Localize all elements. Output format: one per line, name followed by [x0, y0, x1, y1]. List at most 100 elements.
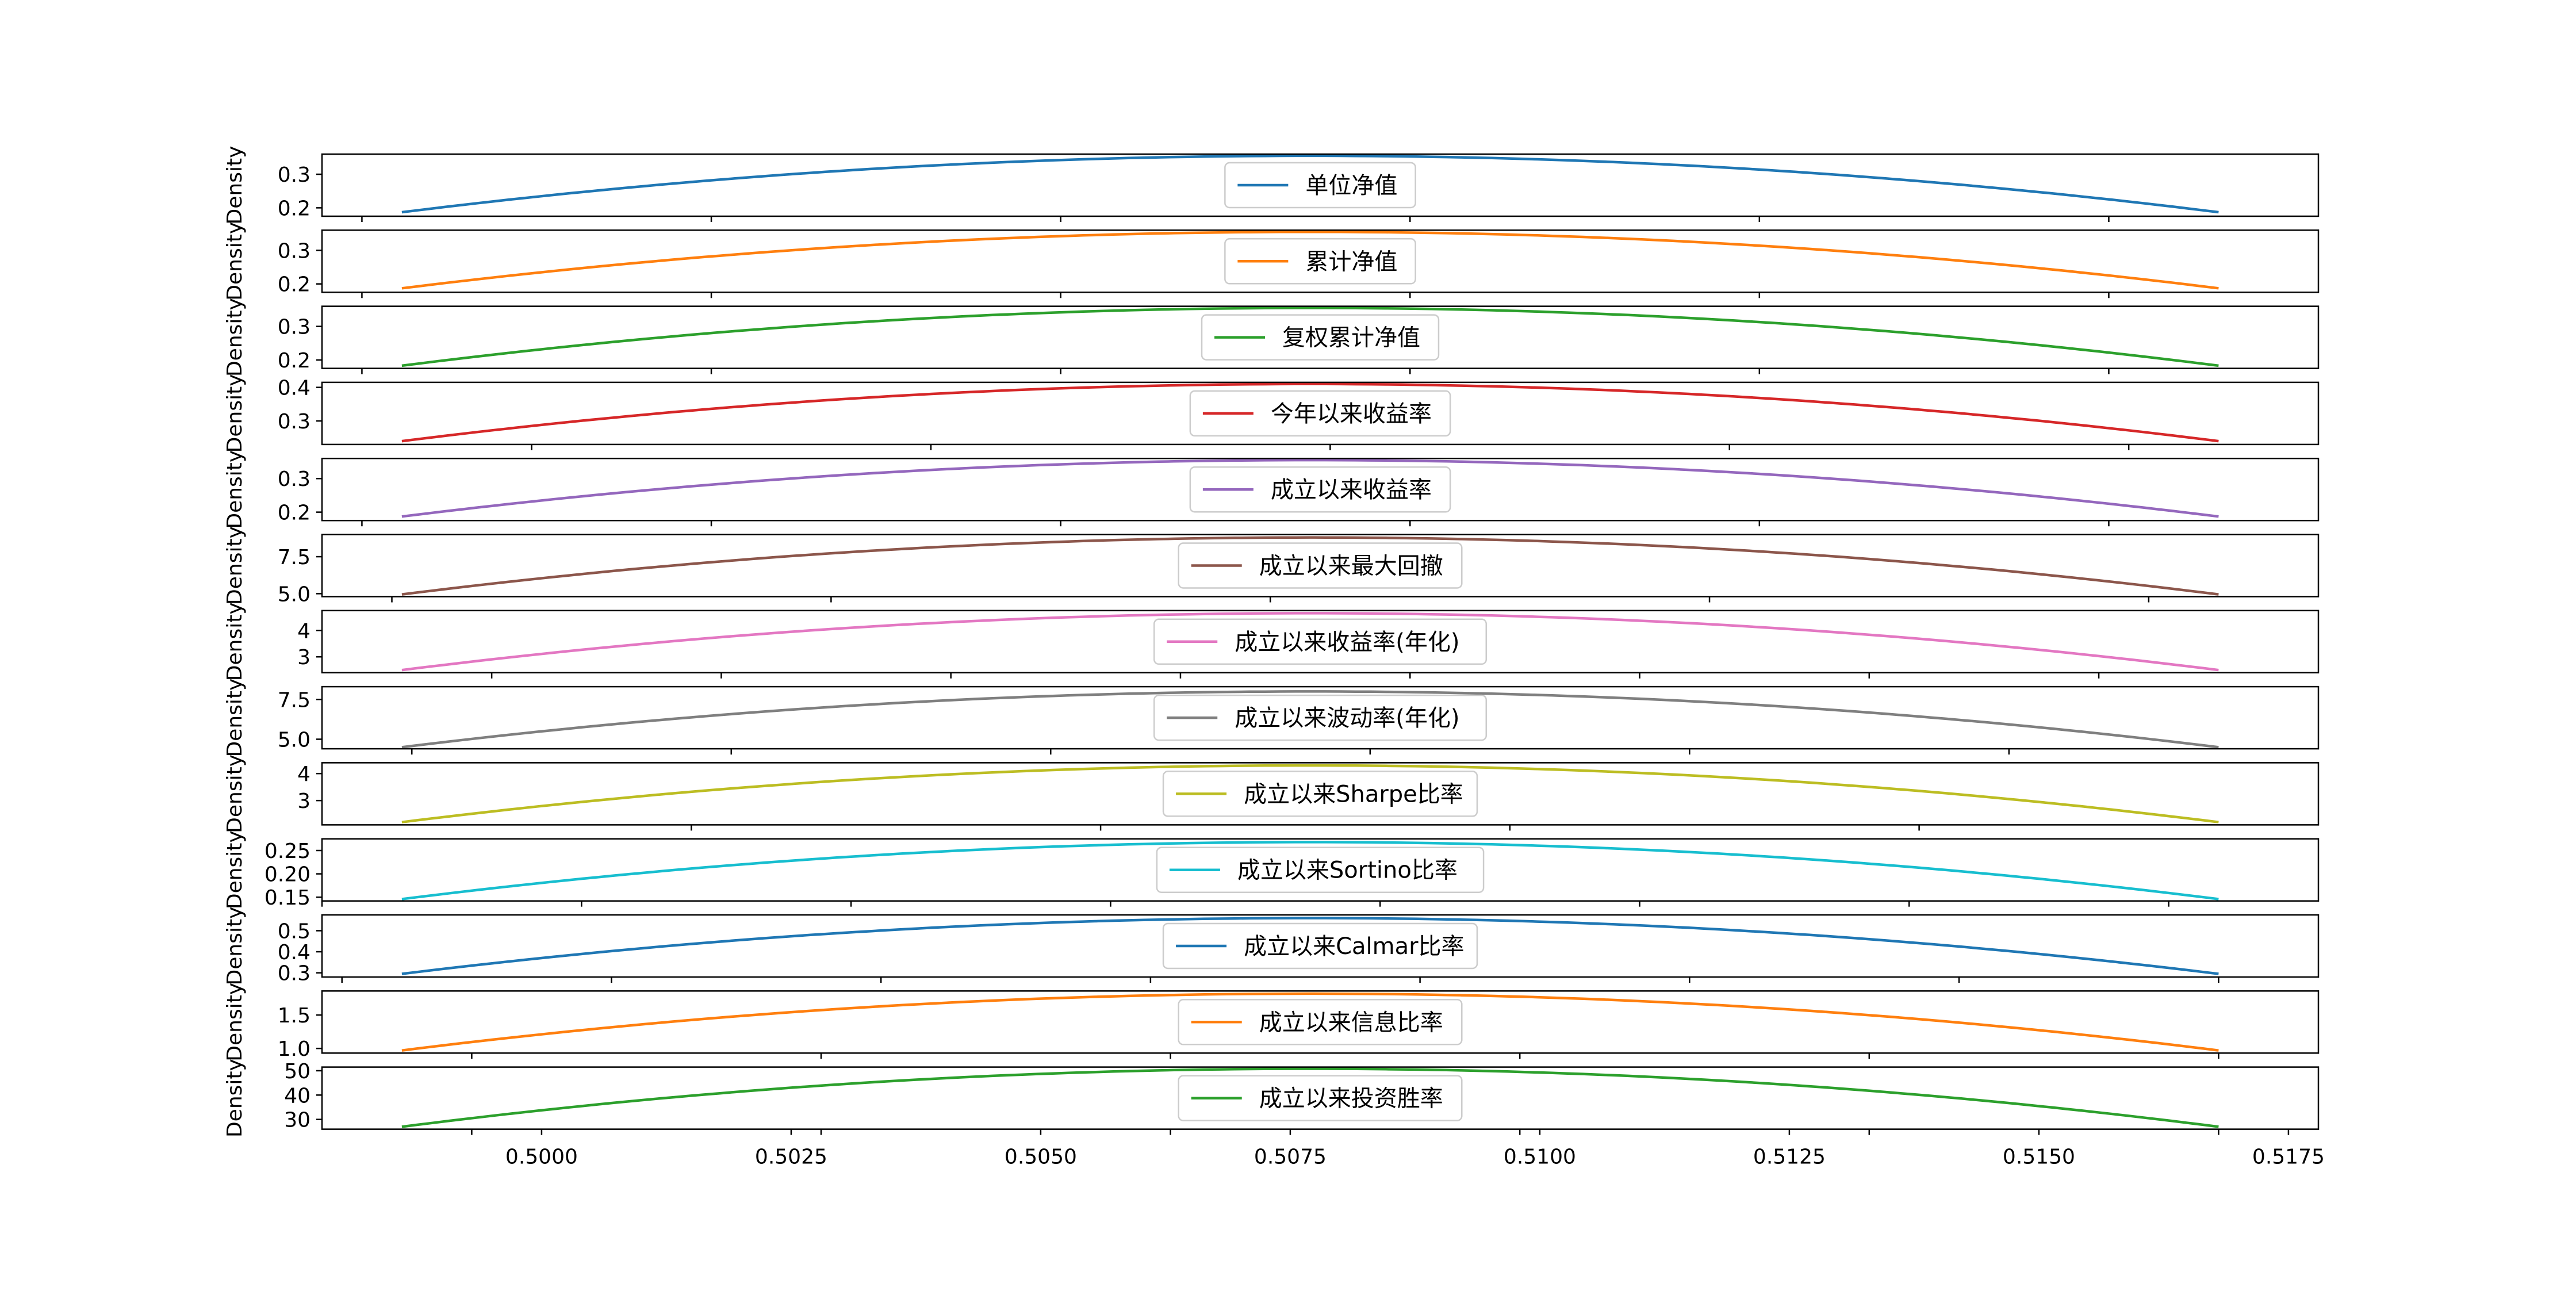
density-line-0 — [401, 154, 2219, 214]
legend-label-1: 累计净值 — [1305, 248, 1397, 275]
legend-label-11: 成立以来信息比率 — [1259, 1009, 1443, 1036]
x-tick-label-1: 0.5025 — [755, 1146, 827, 1169]
y-axis-label-5: Density — [223, 526, 247, 605]
axes-frame-10 — [321, 914, 2320, 978]
subplot-4: 0.2 0.3 Density 成立以来收益率 — [223, 450, 2320, 529]
y-tick-label-8-1: 4 — [297, 763, 310, 786]
x-tick-label-2: 0.5050 — [1005, 1146, 1077, 1169]
density-line-4 — [401, 458, 2219, 518]
legend-box-0 — [1224, 162, 1416, 209]
legend-box-5 — [1178, 542, 1463, 589]
y-tick-label-6-0: 3 — [297, 646, 310, 669]
legend-box-2 — [1201, 314, 1440, 361]
y-tick-label-9-2: 0.25 — [264, 840, 310, 863]
y-tick-label-0-1: 0.3 — [278, 163, 310, 187]
y-tick-label-10-0: 0.3 — [278, 962, 310, 986]
y-tick-label-11-0: 1.0 — [278, 1037, 310, 1061]
legend-box-12 — [1178, 1075, 1463, 1121]
subplot-11: 1.0 1.5 Density 成立以来信息比率 — [223, 983, 2320, 1062]
density-line-9 — [401, 841, 2219, 901]
y-tick-label-12-0: 30 — [284, 1109, 310, 1132]
axes-frame-5 — [321, 534, 2320, 597]
y-tick-label-2-0: 0.2 — [278, 349, 310, 373]
x-tick-label-6: 0.5150 — [2003, 1146, 2075, 1169]
y-tick-label-1-1: 0.3 — [278, 239, 310, 263]
density-line-1 — [401, 230, 2219, 290]
legend-box-11 — [1178, 999, 1463, 1045]
y-tick-label-7-0: 5.0 — [278, 728, 310, 752]
subplot-2: 0.2 0.3 Density 复权累计净值 — [223, 298, 2320, 377]
density-line-11 — [401, 992, 2219, 1052]
y-axis-label-7: Density — [223, 679, 247, 757]
subplot-6: 3 4 Density 成立以来收益率(年化) — [223, 602, 2320, 681]
y-axis-label-2: Density — [223, 298, 247, 377]
legend-label-12: 成立以来投资胜率 — [1259, 1086, 1443, 1112]
legend-label-5: 成立以来最大回撤 — [1259, 553, 1443, 580]
axes-frame-1 — [321, 229, 2320, 293]
subplot-10: 0.30.40.5 Density 成立以来Calmar比率 — [223, 907, 2320, 986]
axes-frame-11 — [321, 990, 2320, 1054]
axes-frame-12 — [321, 1066, 2320, 1130]
density-line-12 — [401, 1067, 2219, 1128]
legend-label-6: 成立以来收益率(年化) — [1235, 629, 1459, 656]
legend-box-8 — [1162, 771, 1478, 817]
x-tick-label-3: 0.5075 — [1254, 1146, 1327, 1169]
y-tick-label-0-0: 0.2 — [278, 197, 310, 220]
density-line-2 — [401, 307, 2219, 367]
density-line-10 — [401, 917, 2219, 975]
subplot-1: 0.2 0.3 Density 累计净值 — [223, 222, 2320, 301]
legend-box-7 — [1153, 694, 1488, 741]
y-tick-label-6-1: 4 — [297, 619, 310, 643]
subplot-0: 0.2 0.3 Density 单位净值 — [223, 146, 2320, 225]
y-axis-label-8: Density — [223, 754, 247, 833]
x-tick-label-7: 0.5175 — [2252, 1146, 2325, 1169]
density-line-7 — [401, 690, 2219, 749]
y-tick-label-10-1: 0.4 — [278, 941, 310, 964]
legend-label-9: 成立以来Sortino比率 — [1237, 857, 1458, 884]
subplot-8: 3 4 Density 成立以来Sharpe比率 — [223, 754, 2320, 833]
axes-frame-2 — [321, 305, 2320, 369]
y-axis-label-0: Density — [223, 146, 247, 225]
legend-label-8: 成立以来Sharpe比率 — [1244, 781, 1463, 807]
axes-frame-3 — [321, 381, 2320, 446]
y-tick-label-12-2: 50 — [284, 1060, 310, 1083]
legend-label-4: 成立以来收益率 — [1271, 477, 1432, 503]
y-tick-label-9-0: 0.15 — [264, 886, 310, 910]
y-axis-label-9: Density — [223, 830, 247, 909]
y-axis-label-1: Density — [223, 222, 247, 301]
axes-frame-4 — [321, 457, 2320, 522]
y-tick-label-11-1: 1.5 — [278, 1004, 310, 1028]
axes-frame-9 — [321, 838, 2320, 902]
y-axis-label-10: Density — [223, 907, 247, 986]
axes-frame-0 — [321, 153, 2320, 217]
legend-box-9 — [1156, 846, 1485, 893]
y-tick-label-5-1: 7.5 — [278, 546, 310, 569]
legend-label-2: 复权累计净值 — [1282, 325, 1420, 351]
legend-box-4 — [1189, 466, 1451, 513]
x-tick-label-5: 0.5125 — [1753, 1146, 1826, 1169]
legend-label-7: 成立以来波动率(年化) — [1235, 705, 1459, 731]
y-tick-label-10-2: 0.5 — [278, 920, 310, 943]
y-tick-label-1-0: 0.2 — [278, 273, 310, 297]
y-axis-label-6: Density — [223, 602, 247, 681]
legend-box-6 — [1153, 618, 1488, 665]
density-line-5 — [401, 536, 2219, 596]
y-tick-label-4-1: 0.3 — [278, 468, 310, 491]
y-tick-label-2-1: 0.3 — [278, 316, 310, 339]
legend-box-1 — [1224, 238, 1416, 285]
y-tick-label-5-0: 5.0 — [278, 583, 310, 606]
x-tick-label-0: 0.5000 — [505, 1146, 578, 1169]
legend-label-3: 今年以来收益率 — [1271, 401, 1432, 427]
density-line-6 — [401, 612, 2219, 672]
subplot-3: 0.3 0.4 Density 今年以来收益率 — [223, 374, 2320, 453]
subplot-5: 5.0 7.5 Density 成立以来最大回撤 — [223, 526, 2320, 606]
y-axis-label-3: Density — [223, 374, 247, 453]
subplot-7: 5.0 7.5 Density 成立以来波动率(年化) — [223, 679, 2320, 757]
legend-box-3 — [1189, 390, 1451, 437]
density-line-3 — [401, 382, 2219, 443]
y-tick-label-9-1: 0.20 — [264, 863, 310, 887]
subplot-9: 0.150.200.25 Density 成立以来Sortino比率 — [223, 830, 2320, 910]
